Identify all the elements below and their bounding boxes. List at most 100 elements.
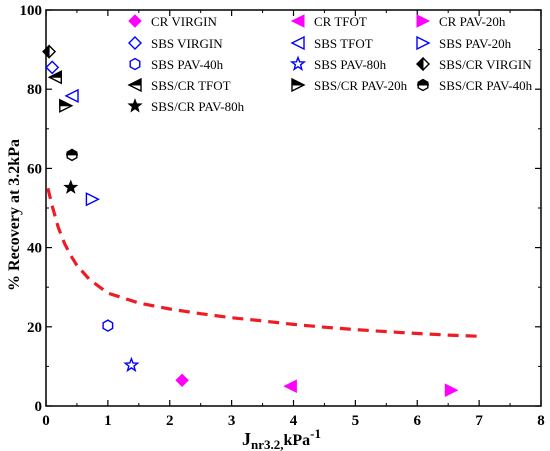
x-axis-title-sup: -1 — [310, 426, 321, 441]
legend-marker — [291, 77, 306, 93]
x-tick-label: 1 — [104, 413, 112, 429]
y-tick-label: 0 — [35, 399, 43, 415]
y-tick-label: 60 — [27, 161, 42, 177]
legend-item-sbs-cr-pav-40h: SBS/CR PAV-40h — [416, 78, 533, 93]
marker-shape — [129, 57, 141, 71]
legend-marker — [127, 77, 142, 93]
legend-item-sbs-pav-40h: SBS PAV-40h — [129, 57, 224, 72]
legend-item-sbs-pav-80h: SBS PAV-80h — [289, 55, 387, 72]
marker-shape — [102, 319, 114, 332]
x-axis-title-unit: kPa — [284, 432, 311, 449]
point-cr-pav-20h — [444, 383, 459, 398]
legend-item-sbs-virgin: SBS VIRGIN — [128, 36, 223, 51]
legend: CR VIRGIN CR TFOT CR PAV-20h SBS VIRGIN SBS … — [127, 14, 533, 114]
legend-marker — [416, 56, 430, 72]
legend-item-sbs-tfot: SBS TFOT — [290, 35, 373, 51]
y-tick-label: 40 — [27, 241, 42, 257]
legend-label: CR TFOT — [314, 14, 367, 29]
legend-marker — [290, 35, 305, 51]
legend-label: SBS/CR PAV-40h — [439, 78, 533, 93]
legend-item-sbs-pav-20h: SBS PAV-20h — [416, 35, 512, 51]
marker-shape — [127, 98, 143, 113]
x-tick-label: 5 — [352, 413, 360, 429]
legend-label: SBS/CR PAV-80h — [151, 99, 245, 114]
y-tick-label: 80 — [27, 82, 42, 98]
marker-shape — [64, 88, 79, 104]
marker-shape — [128, 14, 142, 28]
y-tick-label: 20 — [27, 320, 42, 336]
x-tick-label: 4 — [290, 413, 298, 429]
trend-curve-layer — [46, 187, 480, 338]
marker-half-fill — [59, 98, 73, 107]
legend-label: CR VIRGIN — [151, 14, 217, 29]
legend-marker — [289, 55, 307, 71]
marker-shape — [290, 14, 305, 28]
legend-item-cr-virgin: CR VIRGIN — [128, 14, 217, 29]
legend-item-sbs-cr-virgin: SBS/CR VIRGIN — [416, 56, 532, 72]
x-tick-label: 6 — [414, 413, 422, 429]
legend-marker — [128, 36, 142, 50]
legend-label: SBS/CR VIRGIN — [439, 57, 532, 72]
point-cr-virgin — [175, 373, 189, 388]
legend-marker — [416, 78, 430, 92]
point-sbs-pav-80h — [123, 356, 140, 373]
marker-shape — [283, 379, 297, 394]
legend-label: SBS/CR TFOT — [151, 78, 231, 93]
point-sbs-cr-tfot — [47, 70, 62, 85]
legend-marker — [127, 98, 143, 113]
legend-item-cr-tfot: CR TFOT — [290, 14, 367, 29]
marker-shape — [63, 179, 79, 194]
x-tick-label: 7 — [475, 413, 483, 429]
marker-shape — [416, 35, 431, 51]
marker-half-fill — [49, 70, 62, 78]
marker-half-fill — [42, 44, 50, 59]
x-axis-title-sub: nr3.2, — [251, 437, 284, 451]
legend-label: SBS PAV-80h — [314, 57, 387, 72]
marker-half-fill — [128, 78, 142, 86]
y-axis-title: % Recovery at 3.2kPa — [6, 139, 23, 291]
point-sbs-cr-virgin — [42, 44, 57, 59]
marker-half-fill — [416, 56, 424, 72]
marker-half-fill — [65, 148, 79, 156]
legend-item-sbs-cr-pav-80h: SBS/CR PAV-80h — [127, 98, 245, 114]
point-sbs-cr-pav-80h — [63, 179, 79, 194]
y-tick-label: 100 — [20, 3, 43, 19]
marker-shape — [290, 35, 305, 51]
legend-marker — [416, 14, 431, 28]
legend-marker — [128, 14, 142, 28]
marker-half-fill — [291, 78, 305, 86]
point-sbs-cr-pav-40h — [65, 148, 79, 162]
legend-label: CR PAV-20h — [439, 14, 506, 29]
x-tick-label: 8 — [537, 413, 545, 429]
marker-shape — [123, 356, 140, 373]
legend-label: SBS TFOT — [314, 36, 373, 51]
marker-shape — [45, 60, 60, 75]
marker-shape — [416, 14, 431, 28]
point-sbs-virgin — [45, 60, 60, 75]
marker-half-fill — [416, 78, 430, 86]
x-axis-title-main: J — [242, 429, 251, 449]
x-tick-label: 2 — [166, 413, 174, 429]
point-sbs-pav-20h — [85, 192, 100, 207]
point-sbs-pav-40h — [102, 319, 114, 332]
legend-label: SBS VIRGIN — [151, 36, 223, 51]
legend-item-sbs-cr-pav-20h: SBS/CR PAV-20h — [291, 77, 408, 93]
legend-item-sbs-cr-tfot: SBS/CR TFOT — [127, 77, 231, 93]
trend-curve — [46, 187, 480, 338]
marker-shape — [444, 383, 459, 398]
point-sbs-cr-pav-20h — [59, 98, 74, 113]
legend-marker — [129, 57, 141, 71]
marker-shape — [85, 192, 100, 207]
legend-marker — [416, 35, 431, 51]
legend-label: SBS PAV-40h — [151, 57, 224, 72]
x-tick-label: 0 — [42, 413, 50, 429]
legend-label: SBS PAV-20h — [439, 36, 512, 51]
axes-frame — [45, 9, 542, 407]
legend-item-cr-pav-20h: CR PAV-20h — [416, 14, 506, 29]
marker-shape — [175, 373, 189, 388]
marker-shape — [289, 55, 307, 71]
legend-label: SBS/CR PAV-20h — [314, 78, 408, 93]
point-cr-tfot — [283, 379, 297, 394]
